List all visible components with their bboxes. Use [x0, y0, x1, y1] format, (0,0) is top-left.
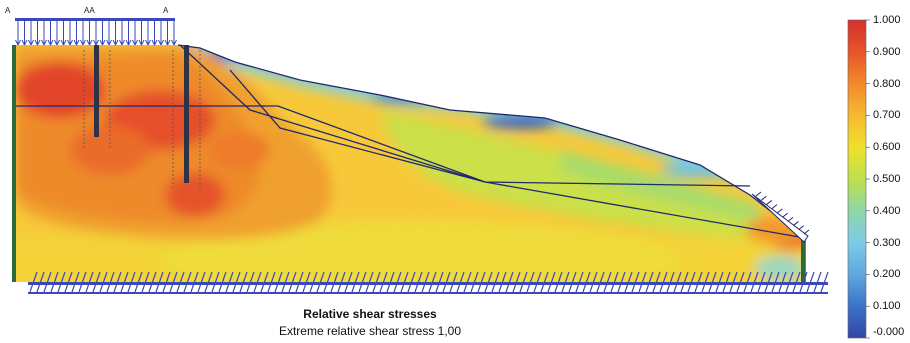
- color-legend: [847, 19, 870, 339]
- legend-label: -0.000: [873, 326, 905, 338]
- slip-surface-2: [229, 69, 806, 239]
- left-edge-support: [12, 45, 16, 282]
- stress-contour-field: [15, 45, 805, 282]
- legend-label: 0.500: [873, 173, 901, 185]
- pile-right: [184, 45, 189, 183]
- ground-surface-line: [177, 44, 806, 239]
- legend-label: 1.000: [873, 14, 901, 26]
- legend-label: 0.600: [873, 141, 901, 154]
- legend-label: 0.900: [873, 45, 901, 58]
- bottom-support: [28, 271, 829, 294]
- legend-label: 0.300: [873, 236, 901, 249]
- pile-influence-lines: [83, 50, 201, 190]
- marker-right: A: [163, 6, 169, 15]
- surface-load: [15, 18, 177, 46]
- legend-label: 0.800: [873, 77, 901, 90]
- plot-title: Relative shear stresses: [303, 307, 437, 321]
- legend-label: 0.700: [873, 109, 901, 122]
- legend-label: 0.200: [873, 268, 901, 281]
- pile-left: [94, 45, 99, 137]
- legend-label: 0.100: [873, 300, 901, 313]
- layer-boundary-upper: [15, 105, 751, 187]
- legend-colorbar: [847, 19, 867, 339]
- slip-surface-1: [179, 44, 486, 183]
- right-edge-support: [801, 238, 805, 282]
- marker-center: AA: [84, 6, 95, 15]
- legend-label: 0.400: [873, 204, 901, 217]
- plot-subtitle: Extreme relative shear stress 1,00: [278, 324, 462, 338]
- marker-left: A: [5, 6, 11, 15]
- toe-load: [751, 191, 810, 243]
